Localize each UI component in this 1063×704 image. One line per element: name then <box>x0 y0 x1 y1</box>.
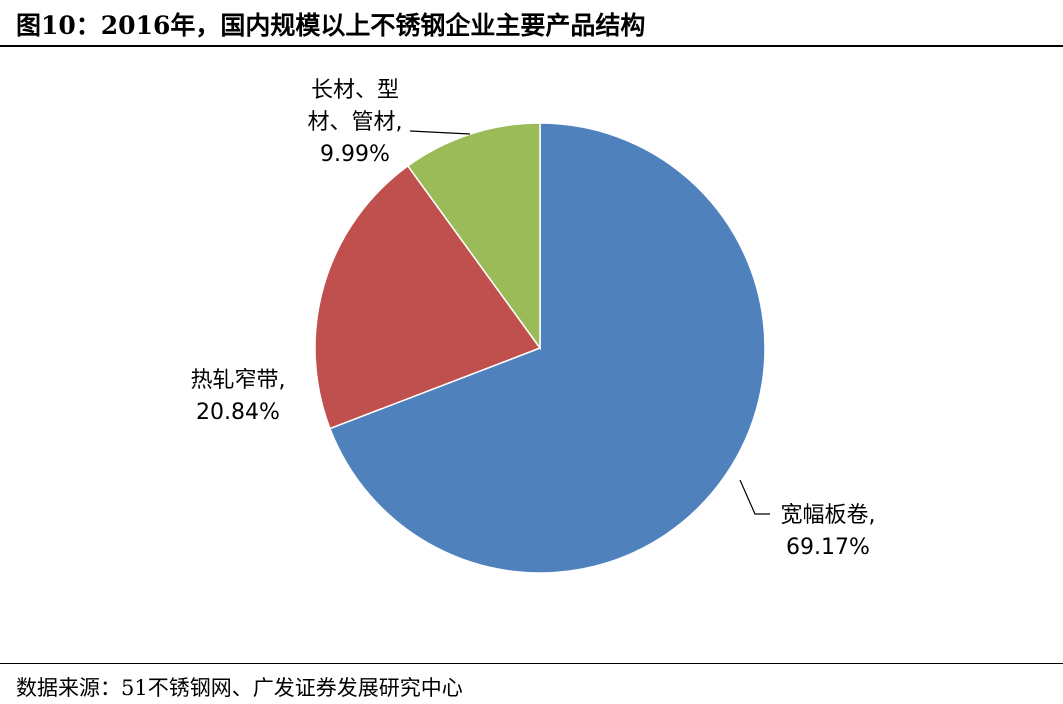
figure-title: 图10：2016年，国内规模以上不锈钢企业主要产品结构 <box>16 11 646 40</box>
title-rule <box>0 45 1063 47</box>
data-source-note: 数据来源：51不锈钢网、广发证券发展研究中心 <box>16 676 463 700</box>
pie-slices <box>314 122 766 574</box>
slice-category-label-0: 宽幅板卷, <box>781 503 876 528</box>
slice-value-label-2: 9.99% <box>320 142 390 167</box>
pie-slice-2 <box>406 122 541 351</box>
slice-labels: 宽幅板卷, 69.17% 热轧窄带, 20.84% 长材、型材、管材, 9.99% <box>191 78 876 560</box>
leader-line-0 <box>739 479 770 515</box>
leader-line-2 <box>409 130 471 135</box>
slice-value-label-1: 20.84% <box>196 400 280 425</box>
pie-slice-0 <box>328 122 766 574</box>
slice-category-label-2: 长材、型 <box>311 78 399 103</box>
pie-slice-1 <box>314 164 542 430</box>
slice-category-label-1: 热轧窄带, <box>191 368 286 393</box>
slice-category-label-2: 材、管材, <box>308 110 403 135</box>
slice-value-label-0: 69.17% <box>786 535 870 560</box>
source-rule <box>0 663 1063 664</box>
leader-lines <box>409 130 770 515</box>
